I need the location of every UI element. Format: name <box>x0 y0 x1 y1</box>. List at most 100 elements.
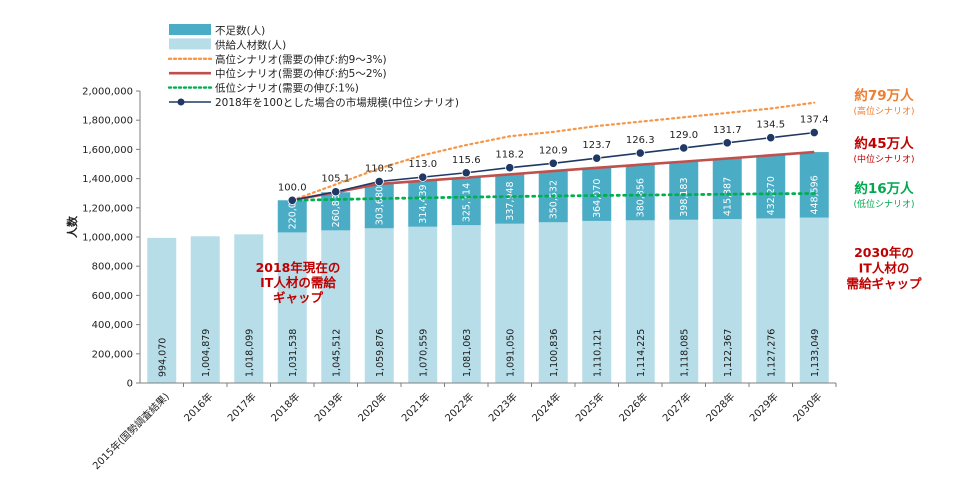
x-tick-label: 2024年 <box>529 390 563 424</box>
supply-bar-label: 1,122,367 <box>723 329 734 377</box>
market-size-label: 120.9 <box>539 145 568 156</box>
y-tick-label: 2,000,000 <box>82 87 133 98</box>
x-tick-label: 2018年 <box>268 390 302 424</box>
market-size-label: 115.6 <box>452 155 481 166</box>
supply-bar <box>277 232 307 383</box>
y-tick-label: 400,000 <box>92 320 133 331</box>
shortage-bar <box>364 183 394 229</box>
shortage-bar <box>712 158 742 220</box>
market-size-point <box>809 128 819 138</box>
y-tick-label: 0 <box>127 379 133 390</box>
shortage-bar-label: 398,183 <box>679 177 690 216</box>
y-tick-label: 1,200,000 <box>82 203 133 214</box>
market-size-label: 105.1 <box>321 174 350 185</box>
note-2018-gap: IT人材の需給 <box>260 275 336 290</box>
shortage-bar-label: 350,532 <box>549 180 560 219</box>
mid-gap-scenario: (中位シナリオ) <box>853 153 914 165</box>
chart-legend: 不足数(人)供給人材数(人) 高位シナリオ(需要の伸び:約9〜3%)中位シナリオ(… <box>167 24 459 109</box>
market-size-label: 134.5 <box>756 120 785 131</box>
high-gap-value: 約79万人 <box>854 87 914 104</box>
supply-bar <box>538 222 568 383</box>
legend-label: 2018年を100とした場合の市場規模(中位シナリオ) <box>215 96 459 109</box>
shortage-bar-label: 260,835 <box>331 188 342 227</box>
legend-item: 高位シナリオ(需要の伸び:約9〜3%) <box>167 53 387 66</box>
shortage-bar-label: 220,000 <box>288 190 299 229</box>
supply-bar <box>408 226 438 383</box>
shortage-bar <box>799 152 829 218</box>
market-size-point <box>461 168 471 178</box>
supply-bar-label: 1,091,050 <box>505 329 516 377</box>
supply-bar <box>234 234 264 383</box>
line-series: 100.0 105.1 110.5 113.0 115.6 118.2 120.9 123.7… <box>278 101 829 205</box>
market-size-point <box>548 158 558 168</box>
supply-bar-label: 1,004,879 <box>201 329 212 377</box>
x-tick-label: 2025年 <box>573 390 607 424</box>
shortage-bar-label: 337,948 <box>505 181 516 220</box>
legend-item: 供給人材数(人) <box>169 38 286 51</box>
supply-bar-label: 1,114,225 <box>636 329 647 377</box>
x-tick-label: 2016年 <box>181 390 215 424</box>
annotations: 2018年現在のIT人材の需給ギャップ2030年のIT人材の需給ギャップ約79万… <box>256 87 922 305</box>
shortage-bar-label: 303,680 <box>375 186 386 225</box>
legend-item: 2018年を100とした場合の市場規模(中位シナリオ) <box>169 96 459 109</box>
low-gap-scenario: (低位シナリオ) <box>853 198 914 210</box>
high-gap-scenario: (高位シナリオ) <box>853 105 914 117</box>
shortage-bar <box>277 200 307 233</box>
shortage-bar-label: 364,070 <box>592 179 603 218</box>
market-size-label: 137.4 <box>800 115 829 126</box>
mid-gap-value: 約45万人 <box>854 135 914 152</box>
y-tick-label: 600,000 <box>92 291 133 302</box>
note-2030-gap: 2030年の <box>854 245 914 260</box>
supply-bar-label: 994,070 <box>157 338 168 377</box>
supply-bar <box>756 218 786 383</box>
legend-marker <box>177 98 185 106</box>
note-2030-gap: IT人材の <box>859 261 910 276</box>
y-tick-label: 1,400,000 <box>82 174 133 185</box>
market-size-label: 129.0 <box>669 130 698 141</box>
x-tick-label: 2030年 <box>790 390 824 424</box>
y-tick-label: 200,000 <box>92 349 133 360</box>
supply-bar <box>712 219 742 383</box>
x-tick-label: 2017年 <box>225 390 259 424</box>
shortage-bar <box>451 177 481 226</box>
shortage-bar-label: 432,270 <box>766 176 777 215</box>
supply-bar <box>582 220 612 383</box>
y-tick-label: 1,600,000 <box>82 145 133 156</box>
market-size-point <box>635 148 645 158</box>
legend-item: 中位シナリオ(需要の伸び:約5〜2%) <box>169 67 387 80</box>
shortage-bar-label: 325,714 <box>462 183 473 222</box>
x-tick-label: 2027年 <box>660 390 694 424</box>
x-axis: 2015年(国勢調査結果) 2016年 2017年 2018年 2019年 2020年 20… <box>90 382 837 472</box>
market-size-label: 100.0 <box>278 182 307 193</box>
legend-label: 中位シナリオ(需要の伸び:約5〜2%) <box>215 67 387 80</box>
supply-bar <box>451 225 481 383</box>
note-2018-gap: ギャップ <box>273 290 324 305</box>
market-size-label: 118.2 <box>495 150 524 161</box>
market-size-point <box>766 133 776 143</box>
shortage-bar <box>408 180 438 227</box>
x-tick-label: 2028年 <box>703 390 737 424</box>
supply-bar <box>147 237 177 383</box>
legend-swatch <box>169 24 211 35</box>
shortage-bar <box>495 174 525 224</box>
shortage-bar-label: 415,387 <box>723 177 734 216</box>
supply-bar-label: 1,100,836 <box>549 329 560 377</box>
bar-series: 994,070 1,004,879 1,018,099 1,031,538 220,00… <box>147 152 829 383</box>
legend-label: 低位シナリオ(需要の伸び:1%) <box>215 82 359 95</box>
market-size-point <box>505 163 515 173</box>
supply-bar <box>495 223 525 383</box>
shortage-bar-label: 380,856 <box>636 178 647 217</box>
supply-bar-label: 1,031,538 <box>288 329 299 377</box>
market-size-point <box>592 153 602 163</box>
legend-label: 不足数(人) <box>215 24 265 37</box>
supply-bar-label: 1,127,276 <box>766 329 777 377</box>
market-size-point <box>722 138 732 148</box>
market-size-point <box>287 195 297 205</box>
y-axis: 0 200,000 400,000 600,000 800,000 1,000,000 1,… <box>65 87 141 390</box>
x-tick-label: 2020年 <box>355 390 389 424</box>
high-scenario-line <box>291 101 816 202</box>
y-axis-title: 人数 <box>65 215 79 238</box>
market-size-label: 126.3 <box>626 135 655 146</box>
legend-item: 低位シナリオ(需要の伸び:1%) <box>167 82 359 95</box>
supply-bar <box>625 220 655 383</box>
